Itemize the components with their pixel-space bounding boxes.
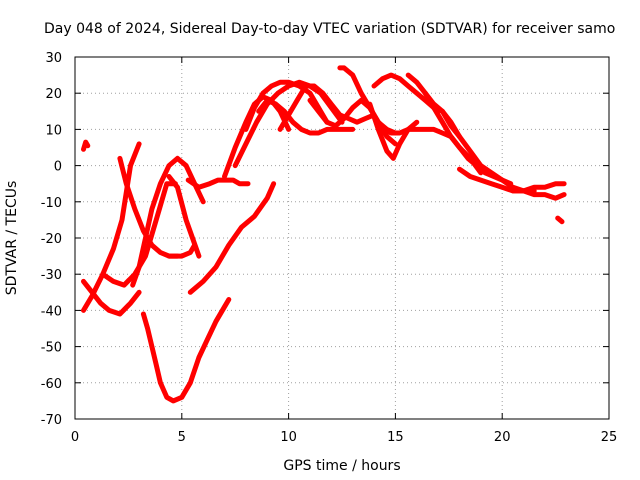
y-tick-label: -20 bbox=[41, 232, 62, 247]
y-tick-label: 30 bbox=[45, 51, 62, 66]
x-tick-label: 0 bbox=[71, 430, 79, 445]
data-trace-23 bbox=[422, 90, 514, 187]
x-tick-label: 25 bbox=[601, 430, 618, 445]
data-trace-25 bbox=[510, 181, 567, 194]
y-tick-label: -60 bbox=[41, 377, 62, 392]
y-tick-label: -30 bbox=[41, 268, 62, 283]
y-tick-label: 20 bbox=[45, 87, 62, 102]
x-tick-label: 20 bbox=[494, 430, 511, 445]
data-trace-16 bbox=[277, 83, 377, 132]
x-tick-label: 10 bbox=[280, 430, 297, 445]
chart-title: Day 048 of 2024, Sidereal Day-to-day VTE… bbox=[44, 21, 615, 37]
y-tick-label: -70 bbox=[41, 413, 62, 428]
y-tick-label: -40 bbox=[41, 304, 62, 319]
data-traces bbox=[81, 65, 567, 404]
y-tick-label: -50 bbox=[41, 341, 62, 356]
y-tick-label: -10 bbox=[41, 196, 62, 211]
x-tick-label: 15 bbox=[387, 430, 404, 445]
x-axis-label: GPS time / hours bbox=[283, 458, 400, 474]
data-trace-11 bbox=[185, 177, 251, 190]
axis-ticks: 0 5 10 15 20 25 -70 -60 -50 -40 -30 -20 -10 0 10 20 30 bbox=[41, 51, 618, 445]
x-tick-label: 5 bbox=[178, 430, 186, 445]
data-trace-15 bbox=[256, 97, 356, 136]
data-trace-1 bbox=[81, 139, 91, 152]
data-trace-9 bbox=[140, 297, 232, 404]
data-trace-26 bbox=[555, 215, 565, 225]
y-axis-label: SDTVAR / TECUs bbox=[4, 181, 20, 296]
y-tick-label: 10 bbox=[45, 123, 62, 138]
data-trace-7 bbox=[130, 155, 206, 288]
data-trace-13 bbox=[243, 79, 330, 132]
data-trace-8 bbox=[166, 174, 202, 259]
data-trace-5 bbox=[166, 242, 198, 259]
data-trace-10 bbox=[187, 181, 277, 295]
data-trace-3 bbox=[81, 141, 142, 313]
y-tick-label: 0 bbox=[54, 160, 62, 175]
